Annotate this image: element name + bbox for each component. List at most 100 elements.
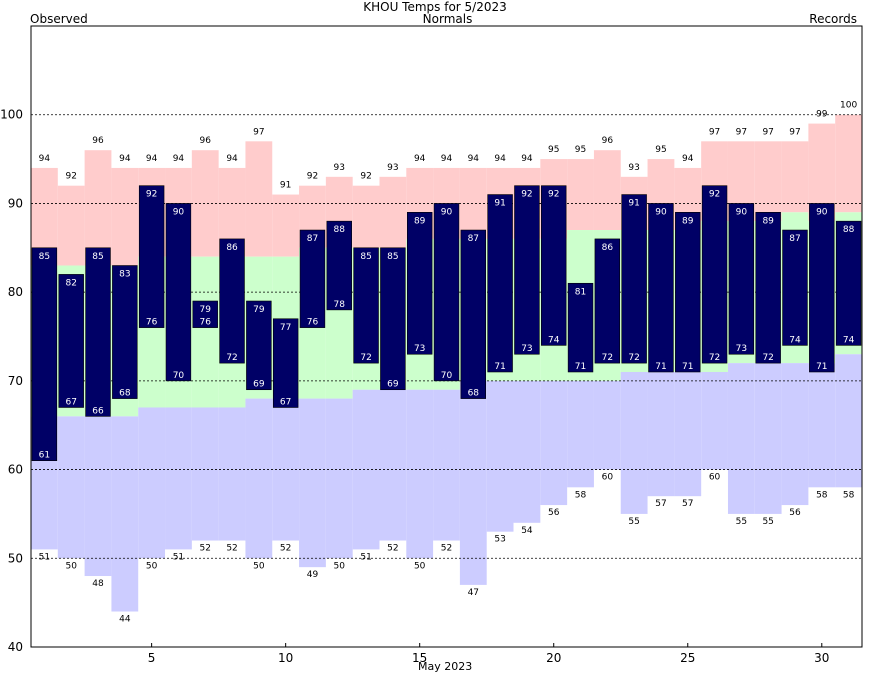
record-high-band <box>593 150 621 231</box>
observed-low-label: 68 <box>119 389 131 399</box>
record-low-label: 51 <box>360 552 371 562</box>
record-low-band <box>191 407 219 541</box>
record-low-band <box>325 398 353 559</box>
y-tick-label: 50 <box>8 551 23 565</box>
record-low-label: 57 <box>655 499 666 509</box>
x-tick-label: 30 <box>814 651 829 665</box>
record-high-label: 93 <box>628 163 639 173</box>
observed-bar <box>621 194 647 364</box>
record-low-band <box>513 380 541 523</box>
observed-low-label: 73 <box>414 344 425 354</box>
observed-low-label: 71 <box>494 362 505 372</box>
observed-low-label: 71 <box>575 362 586 372</box>
observed-high-label: 86 <box>226 243 238 253</box>
observed-high-label: 90 <box>441 207 453 217</box>
observed-high-label: 89 <box>682 216 694 226</box>
record-low-label: 50 <box>334 561 346 571</box>
record-high-band <box>84 150 112 266</box>
observed-high-label: 91 <box>494 199 505 209</box>
observed-bar <box>701 185 728 364</box>
observed-bar <box>675 212 701 373</box>
record-high-band <box>781 141 809 213</box>
y-tick-label: 100 <box>0 108 23 122</box>
observed-low-label: 70 <box>173 371 185 381</box>
observed-low-label: 69 <box>387 380 399 390</box>
observed-high-label: 90 <box>655 207 667 217</box>
record-low-band <box>138 407 166 559</box>
observed-bar <box>406 212 433 355</box>
record-low-band <box>406 389 434 559</box>
observed-high-label: 85 <box>92 252 103 262</box>
x-tick-label: 15 <box>412 651 427 665</box>
x-tick-label: 20 <box>546 651 561 665</box>
record-high-label: 97 <box>709 127 720 137</box>
observed-low-label: 71 <box>655 362 666 372</box>
record-low-band <box>835 354 862 488</box>
observed-low-label: 76 <box>146 318 158 328</box>
record-low-band <box>647 371 675 497</box>
value-labels-layer: 85 61 94 51 82 67 92 50 85 66 96 48 83 68 94 44 92 76 94 50… <box>39 101 858 625</box>
observed-high-label: 92 <box>146 190 157 200</box>
observed-high-label: 82 <box>65 278 76 288</box>
record-high-label: 94 <box>173 154 185 164</box>
observed-bar <box>138 185 165 328</box>
x-axis-label: May 2023 <box>418 660 473 673</box>
record-low-label: 53 <box>494 535 505 545</box>
record-high-label: 94 <box>414 154 426 164</box>
record-low-band <box>754 363 782 514</box>
observed-low-label: 69 <box>253 380 265 390</box>
x-tick-label: 25 <box>680 651 695 665</box>
record-high-label: 93 <box>334 163 345 173</box>
observed-bar <box>299 229 326 328</box>
observed-high-label: 85 <box>387 252 398 262</box>
record-low-band <box>593 380 621 470</box>
observed-bar <box>594 238 621 364</box>
observed-low-label: 73 <box>736 344 747 354</box>
record-low-label: 50 <box>414 561 426 571</box>
record-high-band <box>111 167 139 266</box>
record-low-label: 50 <box>146 561 158 571</box>
record-high-band <box>245 141 273 257</box>
observed-low-label: 67 <box>280 397 291 407</box>
record-low-band <box>808 363 836 488</box>
record-high-label: 96 <box>200 136 212 146</box>
observed-bar <box>380 247 406 391</box>
record-low-label: 54 <box>521 526 533 536</box>
observed-low-label: 71 <box>816 362 827 372</box>
record-high-label: 97 <box>253 127 264 137</box>
observed-high-label: 83 <box>119 270 130 280</box>
record-low-label: 55 <box>628 517 639 527</box>
observed-low-label: 72 <box>709 353 720 363</box>
observed-bar <box>541 185 567 346</box>
observed-high-label: 87 <box>468 234 479 244</box>
record-high-label: 92 <box>360 172 371 182</box>
observed-bar <box>782 229 808 346</box>
record-low-band <box>459 380 487 585</box>
record-low-label: 58 <box>843 490 855 500</box>
observed-low-label: 66 <box>92 406 104 416</box>
record-low-label: 55 <box>736 517 747 527</box>
record-high-label: 95 <box>548 145 559 155</box>
record-high-label: 97 <box>736 127 747 137</box>
observed-bar <box>85 247 111 417</box>
observed-low-label: 74 <box>548 335 560 345</box>
record-high-label: 94 <box>39 154 51 164</box>
observed-high-label: 77 <box>280 323 291 333</box>
observed-low-label: 74 <box>789 335 801 345</box>
observed-low-label: 72 <box>762 353 773 363</box>
observed-bar <box>326 220 352 311</box>
record-high-label: 99 <box>816 110 828 120</box>
observed-bar <box>246 300 272 391</box>
record-high-label: 94 <box>494 154 506 164</box>
record-high-label: 91 <box>280 181 291 191</box>
observed-low-label: 70 <box>441 371 453 381</box>
record-low-label: 60 <box>602 473 614 483</box>
record-high-band <box>567 159 594 231</box>
observed-low-label: 72 <box>360 353 371 363</box>
record-low-label: 52 <box>200 544 211 554</box>
observed-high-label: 86 <box>602 243 614 253</box>
observed-bar <box>728 203 755 355</box>
observed-high-label: 90 <box>173 207 185 217</box>
observed-high-label: 87 <box>789 234 800 244</box>
